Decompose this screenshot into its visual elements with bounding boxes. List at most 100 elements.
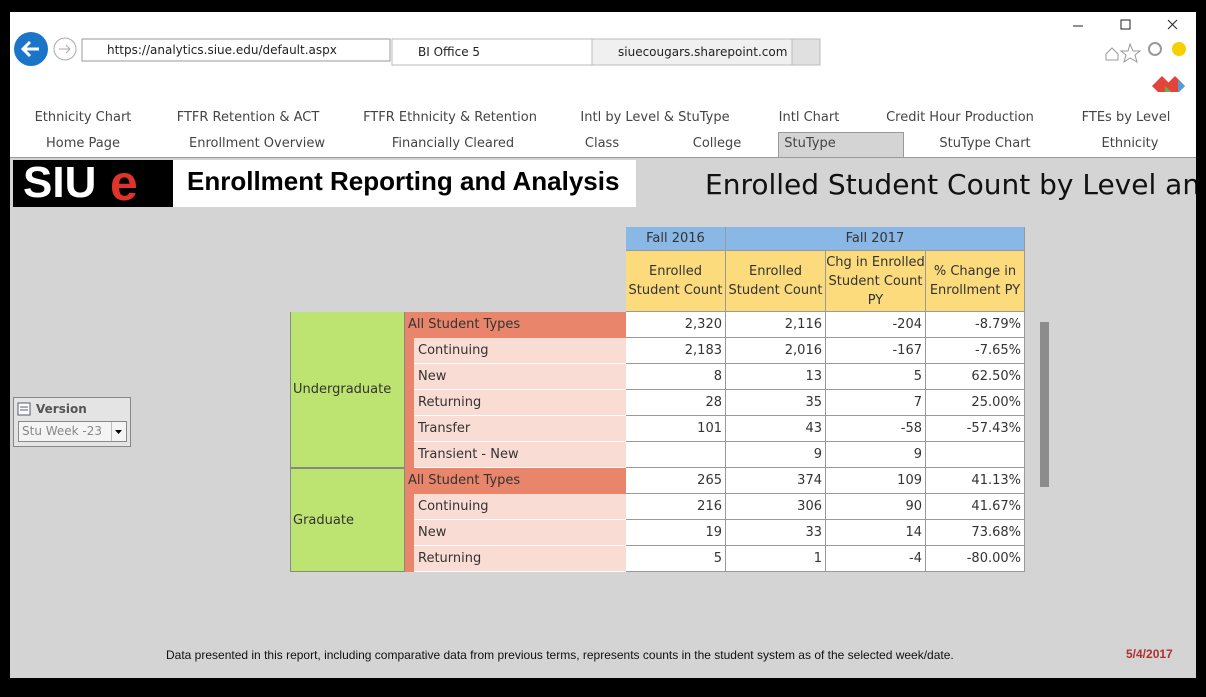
indent-strip [405, 546, 414, 572]
data-cell: 43 [726, 416, 826, 442]
data-cell: 2,320 [626, 312, 726, 338]
data-cell: 41.67% [926, 494, 1025, 520]
indent-strip [405, 494, 414, 520]
column-header: % Change in Enrollment PY [926, 251, 1025, 312]
nav-tab[interactable]: Enrollment Overview [189, 136, 325, 151]
nav-tab[interactable]: Intl by Level & StuType [580, 110, 729, 125]
indent-strip [405, 442, 414, 468]
column-header-text: Enrolled Student Count [626, 262, 725, 300]
level-label: Graduate [290, 468, 405, 572]
data-cell: 109 [826, 468, 926, 494]
data-cell: 265 [626, 468, 726, 494]
data-cell: -8.79% [926, 312, 1025, 338]
version-select[interactable]: Stu Week -23 [18, 421, 127, 442]
data-cell: 5 [826, 364, 926, 390]
column-group: Fall 2016 [626, 227, 726, 251]
data-cell: 2,016 [726, 338, 826, 364]
total-row-label: All Student Types [405, 312, 626, 338]
data-cell: 33 [726, 520, 826, 546]
browser-window: https://analytics.siue.edu/default.aspx … [10, 12, 1196, 678]
indent-strip [405, 364, 414, 390]
version-value: Stu Week -23 [22, 424, 102, 438]
nav-tab[interactable]: FTFR Retention & ACT [177, 110, 320, 125]
level-text: Graduate [293, 513, 354, 528]
column-header: Chg in Enrolled Student Count PY [826, 251, 926, 312]
data-cell: 41.13% [926, 468, 1025, 494]
column-header-text: % Change in Enrollment PY [926, 262, 1024, 300]
data-cell: 9 [726, 442, 826, 468]
indent-strip [405, 338, 414, 364]
nav-tab[interactable]: Ethnicity [1102, 136, 1159, 151]
row-label: Transient - New [414, 442, 626, 468]
data-cell: 35 [726, 390, 826, 416]
nav-tab[interactable]: StuType [784, 136, 835, 151]
nav-tab[interactable]: FTFR Ethnicity & Retention [363, 110, 537, 125]
data-cell: -58 [826, 416, 926, 442]
footer-date: 5/4/2017 [1126, 647, 1173, 661]
column-header-text: Chg in Enrolled Student Count PY [826, 253, 925, 310]
data-cell: 90 [826, 494, 926, 520]
row-label: Returning [414, 546, 626, 572]
nav-tab[interactable]: Intl Chart [779, 110, 840, 125]
data-cell: 216 [626, 494, 726, 520]
data-cell: 7 [826, 390, 926, 416]
data-cell: 13 [726, 364, 826, 390]
data-cell: 28 [626, 390, 726, 416]
report-area: SIU e Enrollment Reporting and Analysis … [10, 158, 1196, 678]
report-title: Enrolled Student Count by Level and [705, 168, 1196, 201]
nav-tab[interactable]: StuType Chart [939, 136, 1030, 151]
logo-accent: e [110, 158, 138, 212]
column-header: Enrolled Student Count [726, 251, 826, 312]
nav-tab[interactable]: Financially Cleared [392, 136, 514, 151]
data-cell: -80.00% [926, 546, 1025, 572]
data-cell: 2,183 [626, 338, 726, 364]
nav-tab[interactable]: Ethnicity Chart [35, 110, 132, 125]
data-cell: 73.68% [926, 520, 1025, 546]
scrollbar[interactable] [1040, 322, 1049, 487]
version-label: Version [36, 402, 87, 416]
logo: SIU e [13, 160, 173, 207]
footer-note: Data presented in this report, including… [166, 648, 954, 662]
nav-bar: Ethnicity Chart FTFR Retention & ACT FTFR … [10, 12, 1196, 158]
pivot-table: Fall 2016Fall 2017Enrolled Student Count… [290, 227, 1060, 587]
level-text: Undergraduate [293, 382, 391, 397]
data-cell: 62.50% [926, 364, 1025, 390]
data-cell: 14 [826, 520, 926, 546]
column-group: Fall 2017 [726, 227, 1025, 251]
nav-tab[interactable]: Home Page [46, 136, 120, 151]
row-label: New [414, 364, 626, 390]
indent-strip [405, 416, 414, 442]
row-label: Transfer [414, 416, 626, 442]
nav-tab[interactable]: Class [585, 136, 619, 151]
data-cell: 1 [726, 546, 826, 572]
row-label: Continuing [414, 338, 626, 364]
version-filter: Version Stu Week -23 [13, 397, 131, 447]
data-cell: 25.00% [926, 390, 1025, 416]
row-label: Returning [414, 390, 626, 416]
header-box: Enrollment Reporting and Analysis [173, 160, 636, 207]
data-cell: -167 [826, 338, 926, 364]
data-cell: -7.65% [926, 338, 1025, 364]
data-cell: 9 [826, 442, 926, 468]
level-label: Undergraduate [290, 312, 405, 468]
nav-tab[interactable]: College [693, 136, 742, 151]
row-label: New [414, 520, 626, 546]
dropdown-arrow [111, 422, 126, 441]
data-cell: 19 [626, 520, 726, 546]
logo-text: SIU [23, 158, 96, 208]
data-cell [626, 442, 726, 468]
nav-tab[interactable]: Credit Hour Production [886, 110, 1034, 125]
data-cell: 2,116 [726, 312, 826, 338]
column-header-text: Enrolled Student Count [726, 262, 825, 300]
total-row-label: All Student Types [405, 468, 626, 494]
data-cell: 5 [626, 546, 726, 572]
data-cell: 374 [726, 468, 826, 494]
nav-tab[interactable]: FTEs by Level [1082, 110, 1171, 125]
indent-strip [405, 520, 414, 546]
data-cell: -57.43% [926, 416, 1025, 442]
indent-strip [405, 390, 414, 416]
data-cell: 101 [626, 416, 726, 442]
data-cell: -204 [826, 312, 926, 338]
column-header: Enrolled Student Count [626, 251, 726, 312]
